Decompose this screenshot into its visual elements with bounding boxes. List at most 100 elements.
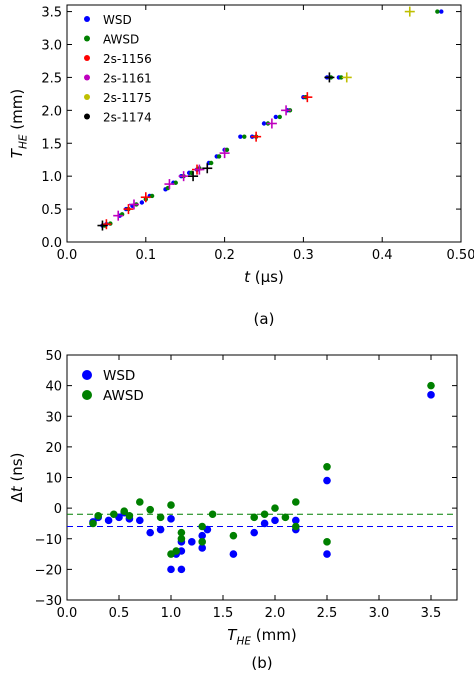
data-point [323, 462, 331, 471]
data-point [273, 114, 279, 120]
legend-label-2: 2s-1156 [103, 52, 152, 66]
x-tick-label: 0.3 [293, 248, 314, 263]
plus-point [324, 72, 335, 83]
y-tick-label: 0.0 [41, 236, 62, 251]
data-point [260, 510, 269, 519]
data-point [167, 565, 175, 574]
series-awsd [89, 381, 435, 558]
legend-marker-3 [84, 74, 90, 81]
plus-point [341, 72, 352, 83]
data-point [146, 505, 154, 514]
y-tick-label: 0.5 [41, 203, 62, 218]
plus-point [140, 192, 151, 203]
y-tick-label: 1.5 [41, 137, 62, 152]
legend-marker-0 [84, 16, 90, 22]
plus-point [97, 220, 108, 231]
legend-label-1: AWSD [103, 388, 144, 404]
x-tick-label: 0.0 [57, 606, 78, 621]
x-axis-label: THE (mm) [227, 626, 296, 648]
data-point [89, 519, 97, 528]
legend-marker-5 [84, 113, 90, 120]
data-point [271, 516, 279, 525]
data-point [292, 498, 300, 506]
data-point [156, 525, 165, 534]
x-tick-label: 3.0 [369, 606, 390, 621]
x-tick-label: 2.0 [265, 606, 286, 621]
data-point [229, 531, 238, 540]
legend-marker-4 [84, 94, 90, 100]
x-tick-label: 1.5 [213, 606, 234, 621]
x-tick-label: 0.50 [447, 248, 474, 263]
y-tick-label: −30 [35, 594, 62, 609]
x-tick-label: 1.0 [161, 606, 182, 621]
data-point [146, 528, 154, 537]
panel-b: 0.0 0.5 1.0 1.5 2.0 2.5 3.0 3.5 −30 −20 −10 0 10 20 30… [8, 349, 458, 672]
data-point [139, 200, 145, 205]
data-point [250, 528, 258, 537]
data-point [188, 538, 196, 546]
data-point [198, 522, 206, 531]
x-tick-label: 0.4 [372, 248, 393, 263]
series-2s-1175 [341, 6, 415, 83]
plus-point [266, 118, 277, 129]
data-point [271, 504, 279, 512]
x-tick-label: 0.1 [135, 248, 156, 263]
x-tick-label: 3.5 [421, 606, 442, 621]
series-2s-1174 [97, 72, 335, 231]
data-point [427, 381, 435, 390]
data-point [177, 565, 186, 574]
legend-marker-1 [82, 390, 92, 400]
y-tick-label: 20 [45, 441, 62, 456]
data-point [292, 516, 300, 525]
data-point [125, 511, 134, 520]
x-tick-label: 0.5 [109, 606, 130, 621]
data-point [250, 513, 258, 522]
data-point [156, 513, 165, 522]
legend-label-4: 2s-1175 [103, 91, 152, 105]
y-tick-label: 30 [45, 410, 62, 425]
panel-label: (a) [254, 310, 275, 328]
y-tick-label: 50 [45, 349, 62, 364]
plus-point [302, 92, 313, 103]
panel-a: 0.0 0.1 0.2 0.3 0.4 0.50 0.0 0.5 1.0 1.5 2.0 2.5 3.0… [8, 4, 474, 328]
data-point [198, 538, 206, 546]
data-point [136, 498, 144, 506]
legend-label-0: WSD [103, 368, 135, 384]
data-point [110, 510, 118, 519]
data-point [172, 547, 180, 555]
plus-point [113, 210, 124, 221]
y-tick-label: 40 [45, 380, 62, 395]
plot-frame [66, 4, 462, 243]
data-point [427, 391, 435, 399]
data-point [439, 9, 444, 14]
y-tick-label: 0 [54, 502, 62, 517]
data-point [177, 547, 186, 555]
plus-point [404, 6, 415, 17]
panel-label: (b) [251, 654, 272, 672]
data-point [94, 511, 102, 520]
data-point [277, 114, 282, 120]
legend-marker-2 [84, 55, 90, 61]
plus-point [178, 171, 189, 182]
data-point [216, 154, 222, 159]
data-point [242, 134, 247, 139]
x-tick-label: 2.5 [317, 606, 338, 621]
y-tick-label: 3.5 [41, 6, 62, 21]
x-axis-label: t (µs) [244, 268, 284, 286]
data-point [339, 75, 344, 80]
data-point [177, 528, 186, 537]
plus-point [219, 148, 230, 159]
data-point [136, 516, 144, 525]
data-point [198, 544, 206, 552]
plus-point [202, 163, 213, 174]
plus-point [188, 171, 199, 182]
legend-label-3: 2s-1161 [103, 72, 152, 86]
plus-point [128, 199, 139, 210]
y-tick-label: 2.0 [41, 104, 62, 119]
legend-marker-0 [82, 370, 92, 380]
data-point [281, 513, 290, 522]
data-point [177, 534, 186, 543]
data-point [208, 510, 217, 519]
legend-marker-1 [84, 35, 90, 42]
legend-label-0: WSD [103, 13, 132, 27]
